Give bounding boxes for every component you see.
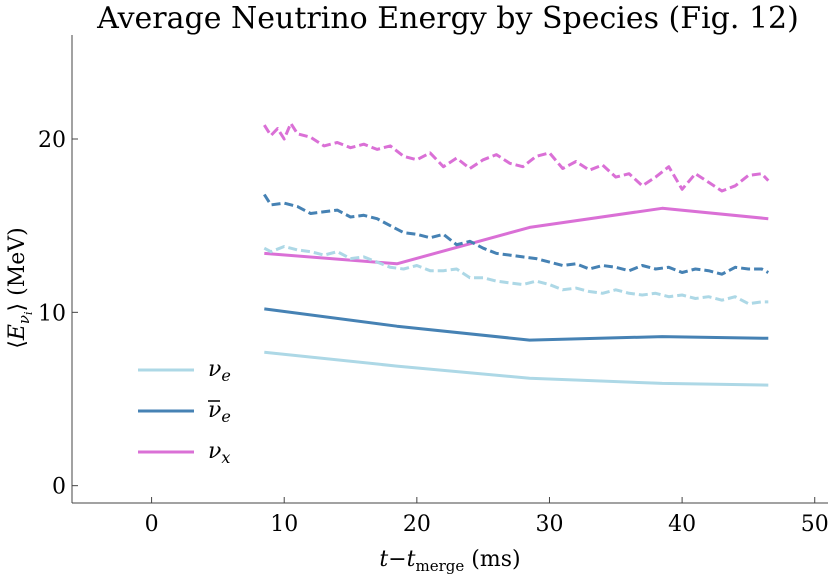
y-axis-label-open: ⟨ — [5, 340, 30, 349]
x-tick-label: 10 — [270, 512, 298, 537]
series-line-nu_e-dashed — [263, 245, 769, 306]
x-tick-label: 20 — [403, 512, 431, 537]
x-axis-label-main: t−t — [379, 547, 415, 572]
series-line-anti_nu_e-solid — [264, 307, 769, 342]
x-tick-label: 30 — [535, 512, 563, 537]
y-axis-label-sub2: i — [22, 311, 35, 315]
series-layer — [263, 121, 770, 387]
series-line-anti_nu_e-dashed — [263, 193, 770, 276]
series-line-nu_x-solid — [264, 206, 769, 266]
series-line-nu_e-solid — [264, 350, 769, 387]
y-axis-label-close: ⟩ — [5, 303, 30, 312]
y-tick-label: 0 — [52, 475, 66, 500]
axes: 0 10 20 30 40 50 0 10 20 — [38, 35, 829, 537]
x-tick-label: 0 — [145, 512, 159, 537]
y-axis-label-sub1: ν — [15, 315, 33, 324]
y-axis-label: ⟨Eνi⟩ (MeV) — [5, 227, 35, 349]
series-line-nu_x-dashed — [263, 121, 770, 193]
y-axis-label-var: E — [5, 324, 30, 341]
y-tick-label: 20 — [38, 128, 66, 153]
chart-title: Average Neutrino Energy by Species (Fig.… — [96, 1, 799, 36]
legend-label-nu_x: νx — [208, 439, 230, 467]
x-axis-label-unit: (ms) — [464, 547, 520, 572]
legend-label-nu_e: νe — [208, 357, 231, 385]
x-tick-label: 50 — [801, 512, 829, 537]
legend-label-anti_nu_e: νe — [208, 398, 231, 426]
legend: νe νe νx — [138, 357, 231, 467]
x-tick-label: 40 — [668, 512, 696, 537]
y-axis-label-unit: (MeV) — [5, 227, 30, 303]
x-axis-label: t−tmerge (ms) — [379, 547, 520, 575]
x-axis-label-sub: merge — [416, 557, 465, 575]
y-tick-label: 10 — [38, 301, 66, 326]
